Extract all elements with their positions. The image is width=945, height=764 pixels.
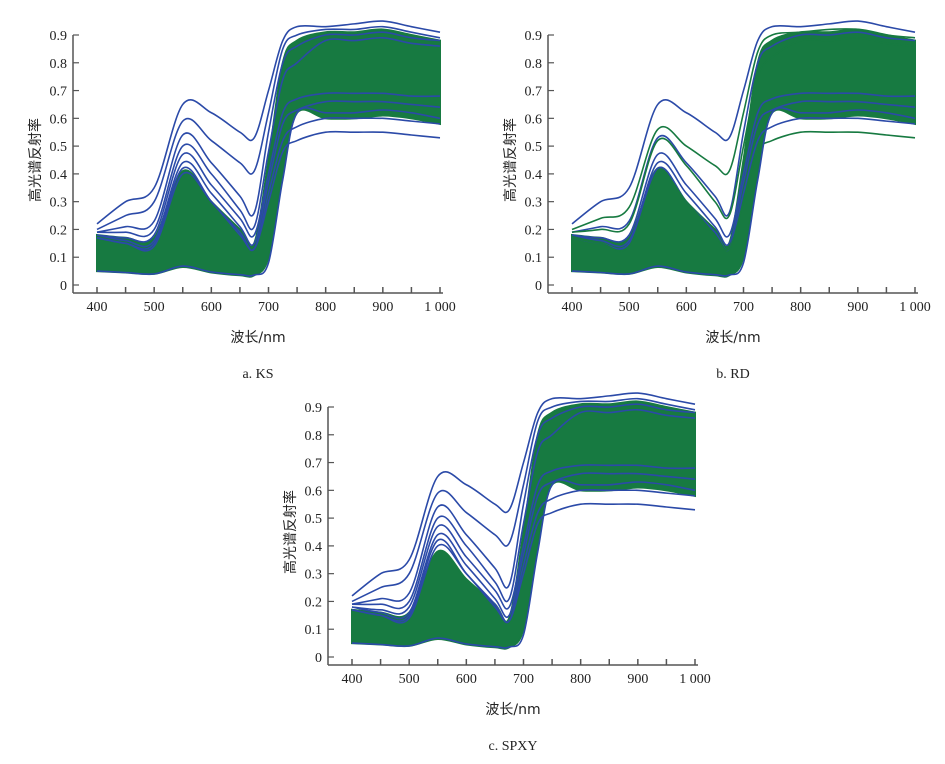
y-tick-label: 0.3 [525, 196, 543, 211]
y-tick-label: 0.8 [305, 429, 323, 444]
series-line-blue-1 [351, 392, 696, 597]
x-tick-label: 1 000 [679, 672, 711, 687]
series-line-blue-4 [351, 408, 696, 610]
y-tick-label: 0.3 [50, 196, 68, 211]
x-tick-label: 700 [733, 300, 754, 315]
series-line-blue-5 [571, 92, 916, 243]
y-tick-label: 0.6 [525, 112, 543, 127]
x-tick-label: 400 [562, 300, 583, 315]
series-line-blue-5 [351, 464, 696, 615]
y-tick-label: 0.4 [525, 168, 543, 183]
x-axis-label: 波长/nm [485, 702, 540, 718]
y-tick-label: 0.7 [525, 85, 543, 100]
subplot-caption: b. RD [716, 367, 749, 382]
subplot-caption: c. SPXY [488, 739, 537, 754]
y-axis-label: 高光谱反射率 [502, 118, 519, 202]
series-line-blue-2 [96, 25, 441, 231]
series-line-blue-3 [351, 403, 696, 606]
series-line-blue-7 [96, 116, 441, 252]
y-tick-label: 0.8 [525, 57, 543, 72]
y-tick-label: 0.3 [305, 568, 323, 583]
series-line-blue-9 [96, 107, 441, 277]
y-tick-label: 0.4 [305, 540, 323, 555]
x-tick-label: 400 [342, 672, 363, 687]
series-line-blue-6 [571, 100, 916, 248]
y-tick-label: 0 [60, 279, 67, 294]
x-tick-label: 800 [790, 300, 811, 315]
x-tick-label: 500 [144, 300, 165, 315]
x-tick-label: 700 [513, 672, 534, 687]
green-sample-band [571, 28, 916, 278]
y-tick-label: 0.6 [50, 112, 68, 127]
x-tick-label: 600 [456, 672, 477, 687]
y-tick-label: 0.4 [50, 168, 68, 183]
y-tick-label: 0.8 [50, 57, 68, 72]
series-line-blue-1 [571, 20, 916, 225]
y-tick-label: 0.9 [305, 401, 323, 416]
series-line-blue-8 [96, 130, 441, 252]
series-line-blue-1 [96, 20, 441, 225]
y-tick-label: 0.2 [525, 223, 543, 238]
series-line-blue-9 [571, 107, 916, 277]
series-line-blue-5 [96, 92, 441, 243]
x-tick-label: 900 [627, 672, 648, 687]
x-tick-label: 400 [87, 300, 108, 315]
y-tick-label: 0.7 [50, 85, 68, 100]
series-line-green-2 [571, 36, 916, 234]
y-axis-label: 高光谱反射率 [282, 490, 299, 574]
y-tick-label: 0.1 [50, 251, 68, 266]
series-line-blue-7 [351, 488, 696, 624]
series-line-blue-6 [351, 472, 696, 620]
series-line-green-1 [571, 28, 916, 231]
x-tick-label: 800 [570, 672, 591, 687]
series-line-blue-6 [96, 100, 441, 248]
y-tick-label: 0 [535, 279, 542, 294]
x-axis-label: 波长/nm [230, 330, 285, 346]
chart-ks: 0 0.1 0.2 0.3 0.4 0.5 0.6 0.7 0.8 0.9 400 500 600 700… [27, 20, 456, 382]
y-tick-label: 0.5 [525, 140, 543, 155]
x-tick-label: 600 [201, 300, 222, 315]
y-tick-label: 0.5 [305, 512, 323, 527]
y-tick-label: 0.9 [525, 29, 543, 44]
x-tick-label: 700 [258, 300, 279, 315]
y-tick-label: 0.9 [50, 29, 68, 44]
series-line-green-3 [571, 130, 916, 252]
x-tick-label: 800 [315, 300, 336, 315]
y-tick-label: 0 [315, 651, 322, 666]
series-line-blue-3 [96, 31, 441, 234]
y-tick-label: 0.1 [305, 623, 323, 638]
x-tick-label: 1 000 [424, 300, 456, 315]
x-axis-label: 波长/nm [705, 330, 760, 346]
x-tick-label: 900 [372, 300, 393, 315]
x-tick-label: 500 [399, 672, 420, 687]
y-axis-label: 高光谱反射率 [27, 118, 44, 202]
chart-spxy: 0 0.1 0.2 0.3 0.4 0.5 0.6 0.7 0.8 0.9 400 500 600 700… [282, 392, 711, 754]
series-line-blue-8 [351, 502, 696, 624]
x-tick-label: 500 [619, 300, 640, 315]
y-tick-label: 0.5 [50, 140, 68, 155]
x-tick-label: 900 [847, 300, 868, 315]
series-line-blue-4 [96, 36, 441, 238]
series-line-blue-9 [351, 479, 696, 649]
y-tick-label: 0.1 [525, 251, 543, 266]
x-tick-label: 600 [676, 300, 697, 315]
y-tick-label: 0.2 [50, 223, 68, 238]
series-line-blue-2 [351, 397, 696, 603]
subplot-caption: a. KS [242, 367, 273, 382]
series-line-blue-7 [571, 116, 916, 252]
y-tick-label: 0.2 [305, 595, 323, 610]
y-tick-label: 0.6 [305, 484, 323, 499]
y-tick-label: 0.7 [305, 457, 323, 472]
chart-rd: 0 0.1 0.2 0.3 0.4 0.5 0.6 0.7 0.8 0.9 400 500 600 700… [502, 20, 931, 382]
x-tick-label: 1 000 [899, 300, 931, 315]
